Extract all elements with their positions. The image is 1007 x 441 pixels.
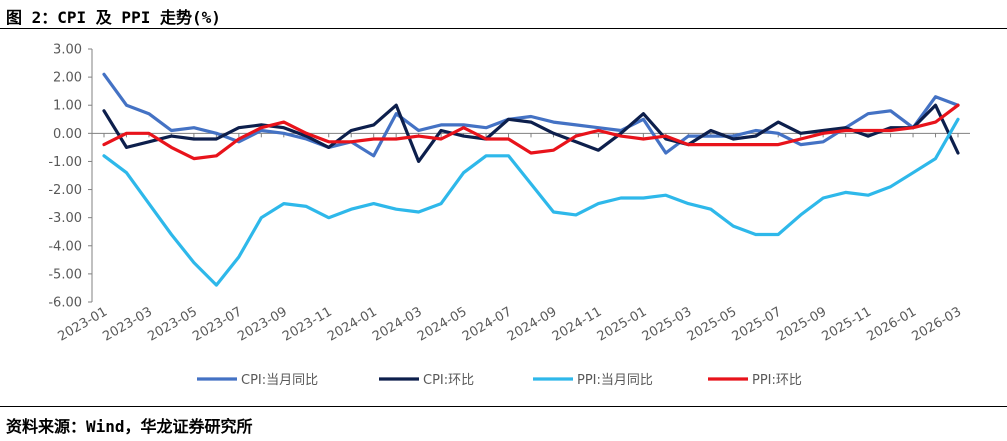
- x-tick-label: 2024-03: [370, 304, 425, 344]
- x-tick-label: 2025-09: [775, 304, 830, 344]
- x-tick-label: 2023-07: [190, 304, 245, 344]
- x-tick-label: 2025-01: [595, 304, 650, 344]
- legend-label: PPI:当月同比: [577, 373, 653, 388]
- y-tick-label: -6.00: [48, 296, 82, 311]
- x-tick-label: 2023-03: [100, 304, 155, 344]
- x-tick-label: 2023-11: [280, 304, 335, 344]
- top-rule: [0, 28, 1007, 29]
- y-tick-label: 1.00: [53, 99, 82, 114]
- x-tick-label: 2025-11: [820, 304, 875, 344]
- y-tick-label: -1.00: [48, 155, 82, 170]
- series-line: [102, 103, 960, 161]
- x-axis: 2023-012023-032023-052023-072023-092023-…: [55, 132, 970, 345]
- x-tick-label: 2025-03: [640, 304, 695, 344]
- series-line: [102, 72, 960, 158]
- y-tick-label: -2.00: [48, 183, 82, 198]
- line-chart: 3.00 2.00 1.00 0.00 -1.00 -2.00 -3.00 -4.00 -5.0…: [48, 43, 970, 388]
- x-tick-label: 2024-07: [460, 304, 515, 344]
- series-line: [102, 103, 960, 163]
- x-tick-label: 2024-09: [505, 304, 560, 344]
- series-lines: [102, 72, 960, 287]
- legend-label: PPI:环比: [752, 373, 802, 388]
- y-tick-label: -5.00: [48, 267, 82, 282]
- y-tick-label: -3.00: [48, 211, 82, 226]
- y-tick-label: 3.00: [53, 43, 82, 58]
- x-tick-label: 2024-01: [325, 304, 380, 344]
- bottom-rule: [0, 406, 1007, 407]
- x-tick-label: 2023-09: [235, 304, 290, 344]
- legend-label: CPI:当月同比: [241, 373, 318, 388]
- y-tick-label: 0.00: [53, 127, 82, 142]
- x-tick-label: 2025-05: [685, 304, 740, 344]
- legend-label: CPI:环比: [423, 373, 474, 388]
- y-tick-label: -4.00: [48, 239, 82, 254]
- x-tick-label: 2025-07: [730, 304, 785, 344]
- x-tick-label: 2024-05: [415, 304, 470, 344]
- legend: CPI:当月同比 CPI:环比 PPI:当月同比 PPI:环比: [197, 373, 802, 388]
- x-tick-label: 2026-03: [909, 304, 964, 344]
- y-tick-label: 2.00: [53, 71, 82, 86]
- source-note: 资料来源：Wind，华龙证券研究所: [6, 417, 253, 436]
- x-tick-label: 2023-05: [145, 304, 200, 344]
- series-line: [102, 117, 960, 287]
- x-tick-label: 2024-11: [550, 304, 605, 344]
- figure-title: 图 2：CPI 及 PPI 走势(%): [6, 8, 221, 27]
- x-tick-label: 2026-01: [865, 304, 920, 344]
- y-axis: 3.00 2.00 1.00 0.00 -1.00 -2.00 -3.00 -4.00 -5.0…: [48, 43, 93, 311]
